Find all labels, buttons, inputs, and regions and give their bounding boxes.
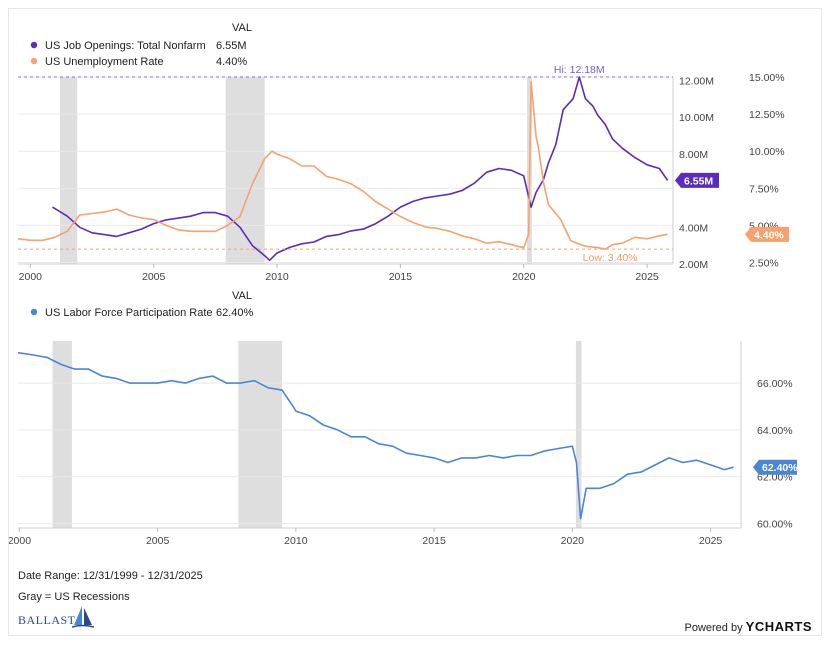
y-right-tick-label: 7.50% [749,183,779,195]
y-right-tick-label: 64.00% [757,425,793,437]
y-right-tick-label: 10.00% [749,146,785,158]
recession-band [52,341,72,528]
legend-label-lfpr[interactable]: US Labor Force Participation Rate [45,307,213,319]
date-range: Date Range: 12/31/1999 - 12/31/2025 [18,570,203,582]
series-line [17,351,734,520]
chart-canvas: VAL US Job Openings: Total Nonfarm 6.55M… [8,22,799,547]
recession-band [575,341,582,528]
x-tick-label: 2020 [561,535,585,547]
y-left-tick-label: 4.00M [679,222,708,234]
y-left-tick-label: 10.00M [679,112,714,124]
low-label: Low: 3.40% [583,252,638,264]
x-tick-label: 2005 [146,535,170,547]
y-right-tick-label: 60.00% [757,518,793,530]
x-tick-label: 2025 [635,271,659,283]
x-tick-label: 2010 [265,271,289,283]
x-tick-label: 2010 [284,535,308,547]
x-tick-label: 2000 [9,535,31,547]
legend-dot-job-openings [30,41,38,49]
ballast-logo: BALLAST [18,606,98,633]
y-left-tick-label: 12.00M [679,75,714,87]
ycharts-brand[interactable]: YCHARTS [745,619,812,634]
legend-label-unemployment[interactable]: US Unemployment Rate [45,56,164,68]
last-value-flag [675,172,719,188]
high-label: Hi: 12.18M [554,64,605,76]
y-right-tick-label: 15.00% [749,72,785,84]
legend-dot-lfpr [30,308,38,316]
legend-val-header: VAL [232,22,252,34]
x-tick-label: 2020 [512,271,536,283]
y-right-tick-label: 12.50% [749,109,785,121]
legend-value-lfpr: 62.40% [216,307,254,319]
last-value-label: 62.40% [762,462,798,474]
last-value-label: 4.40% [754,229,784,241]
series-line [17,80,668,250]
plot-top: 2000 2005 2010 2015 2020 20252.50%5.00%7.50%1… [17,64,789,283]
x-tick-label: 2015 [389,271,413,283]
legend-value-unemployment: 4.40% [216,56,247,68]
last-value-flag [745,226,789,242]
x-tick-label: 2005 [142,271,166,283]
legend-val-header-lfpr: VAL [232,290,252,302]
series-line [52,76,669,262]
top-legend: VAL US Job Openings: Total Nonfarm 6.55M… [30,22,252,68]
powered-by: Powered by YCHARTS [685,619,813,634]
recession-note: Gray = US Recessions [18,591,130,603]
last-value-label: 6.55M [684,175,713,187]
plot-bottom: 2000 2005 2010 2015 2020 202560.00%62.00%64.0… [8,341,798,547]
x-tick-label: 2000 [19,271,43,283]
recession-band [59,77,78,264]
x-tick-label: 2025 [699,535,723,547]
x-tick-label: 2015 [422,535,446,547]
powered-by-text: Powered by [684,622,743,634]
y-right-tick-label: 2.50% [749,258,779,270]
y-left-tick-label: 8.00M [679,149,708,161]
legend-dot-unemployment [30,57,38,65]
legend-label-job-openings[interactable]: US Job Openings: Total Nonfarm [45,40,206,52]
y-left-tick-label: 2.00M [679,259,708,271]
sail-icon [72,606,94,628]
last-value-flag [753,459,797,475]
legend-value-job-openings: 6.55M [216,40,247,52]
recession-band [238,341,283,528]
ballast-logo-text: BALLAST [18,613,76,627]
y-right-tick-label: 66.00% [757,378,793,390]
bottom-legend: VAL US Labor Force Participation Rate 62… [30,290,254,319]
chart-card: VAL US Job Openings: Total Nonfarm 6.55M… [8,8,822,636]
